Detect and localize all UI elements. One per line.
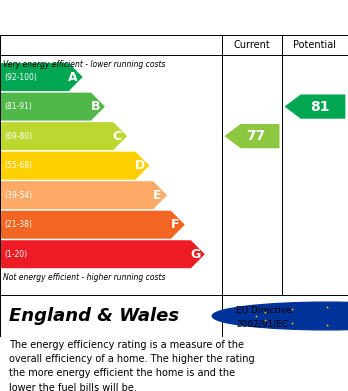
Text: 2002/91/EC: 2002/91/EC: [236, 319, 288, 328]
Polygon shape: [224, 124, 279, 148]
Polygon shape: [1, 152, 149, 179]
Text: G: G: [190, 248, 200, 261]
Text: Not energy efficient - higher running costs: Not energy efficient - higher running co…: [3, 273, 166, 282]
Text: EU Directive: EU Directive: [236, 307, 292, 316]
Text: 81: 81: [310, 100, 329, 114]
Text: Energy Efficiency Rating: Energy Efficiency Rating: [9, 10, 230, 25]
Text: A: A: [68, 70, 78, 84]
Text: (92-100): (92-100): [4, 73, 37, 82]
Text: (81-91): (81-91): [4, 102, 32, 111]
Text: The energy efficiency rating is a measure of the
overall efficiency of a home. T: The energy efficiency rating is a measur…: [9, 340, 254, 391]
Polygon shape: [1, 181, 167, 209]
Polygon shape: [1, 122, 127, 150]
Text: B: B: [90, 100, 100, 113]
Circle shape: [212, 302, 348, 330]
Text: (21-38): (21-38): [4, 220, 32, 229]
Text: 77: 77: [246, 129, 266, 143]
Text: England & Wales: England & Wales: [9, 307, 179, 325]
Polygon shape: [1, 240, 205, 268]
Text: F: F: [171, 218, 179, 231]
Polygon shape: [1, 63, 83, 91]
Text: Very energy efficient - lower running costs: Very energy efficient - lower running co…: [3, 60, 166, 69]
Text: E: E: [153, 189, 161, 202]
Text: Potential: Potential: [293, 40, 337, 50]
Polygon shape: [1, 93, 105, 120]
Polygon shape: [285, 95, 345, 119]
Text: D: D: [134, 159, 145, 172]
Polygon shape: [1, 211, 185, 239]
Text: (39-54): (39-54): [4, 191, 32, 200]
Text: Current: Current: [234, 40, 270, 50]
Text: C: C: [113, 130, 122, 143]
Text: (1-20): (1-20): [4, 250, 27, 259]
Text: (55-68): (55-68): [4, 161, 32, 170]
Text: (69-80): (69-80): [4, 132, 32, 141]
